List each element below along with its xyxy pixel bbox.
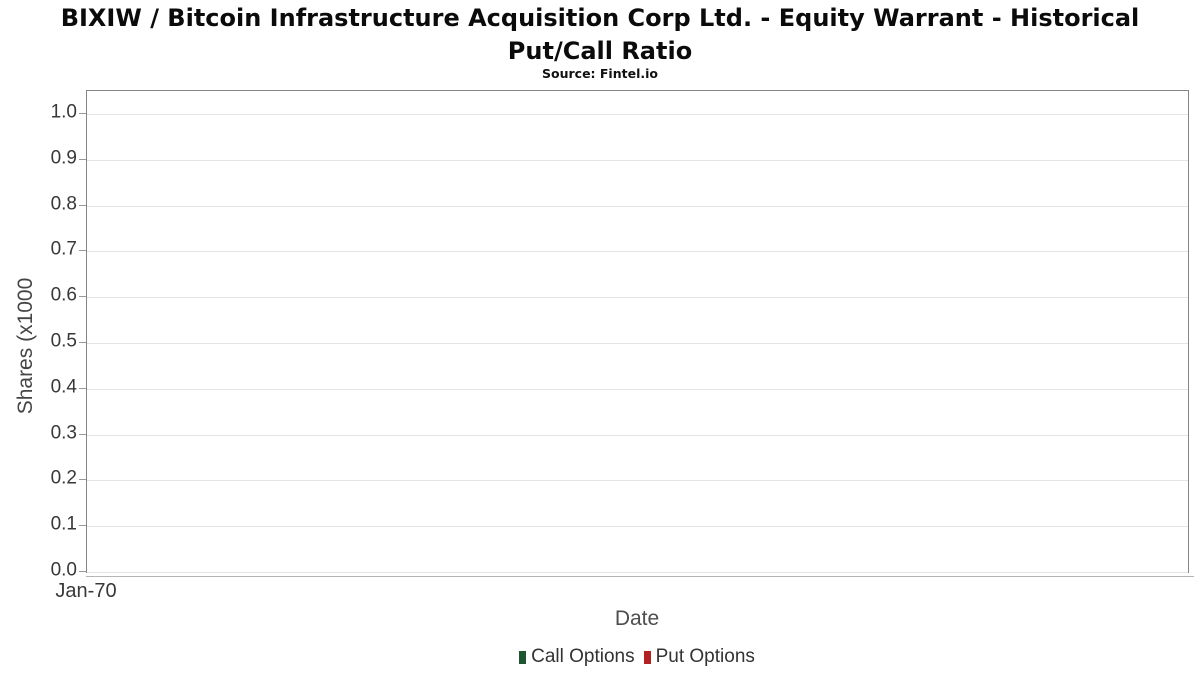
gridline (87, 342, 1188, 344)
plot-canvas (86, 90, 1189, 573)
gridline (87, 434, 1188, 436)
y-tick-mark (79, 387, 86, 389)
legend-item-put-options[interactable]: Put Options (643, 646, 755, 668)
legend-item-call-options[interactable]: Call Options (519, 646, 635, 668)
gridline (87, 297, 1188, 299)
y-tick-label: 0.1 (50, 513, 77, 535)
y-tick-label: 0.6 (50, 284, 77, 306)
gridline (87, 159, 1188, 161)
x-axis-line (86, 576, 1194, 577)
gridline (87, 480, 1188, 482)
y-tick-label: 1.0 (50, 101, 77, 123)
y-tick-label: 0.9 (50, 147, 77, 169)
gridline (87, 526, 1188, 528)
y-tick-mark (79, 158, 86, 160)
chart-title: BIXIW / Bitcoin Infrastructure Acquisiti… (0, 2, 1200, 68)
y-tick-label: 0.0 (50, 559, 77, 581)
x-axis-title: Date (614, 607, 660, 630)
y-tick-mark (79, 204, 86, 206)
y-tick-label: 0.2 (50, 467, 77, 489)
y-tick-mark (79, 433, 86, 435)
y-tick-mark (79, 112, 86, 114)
y-tick-mark (79, 296, 86, 298)
gridline (87, 251, 1188, 253)
legend-label: Call Options (531, 646, 635, 667)
y-tick-mark (79, 341, 86, 343)
gridline (87, 113, 1188, 115)
legend-label: Put Options (655, 646, 755, 667)
y-tick-label: 0.4 (50, 376, 77, 398)
gridline (87, 388, 1188, 390)
y-tick-label: 0.3 (50, 422, 77, 444)
chart-title-line2: Put/Call Ratio (507, 37, 693, 65)
legend-swatch-icon (519, 650, 527, 664)
y-tick-mark (79, 571, 86, 572)
gridline (87, 205, 1188, 207)
gridline (87, 572, 1188, 573)
y-axis-ticks: 0.0 0.1 0.2 0.3 0.4 0.5 0.6 0.7 0.8 0.9 1.0 (0, 90, 86, 581)
y-tick-label: 0.5 (50, 330, 77, 352)
y-tick-mark (79, 479, 86, 481)
y-tick-label: 0.8 (50, 193, 77, 215)
y-tick-mark (79, 525, 86, 527)
x-tick-label: Jan-70 (55, 580, 117, 602)
y-tick-label: 0.7 (50, 238, 77, 260)
y-tick-mark (79, 250, 86, 252)
legend-swatch-icon (643, 650, 651, 664)
legend: Call Options Put Options (86, 646, 1188, 668)
chart-title-line1: BIXIW / Bitcoin Infrastructure Acquisiti… (60, 4, 1140, 32)
chart-subtitle: Source: Fintel.io (542, 66, 658, 81)
